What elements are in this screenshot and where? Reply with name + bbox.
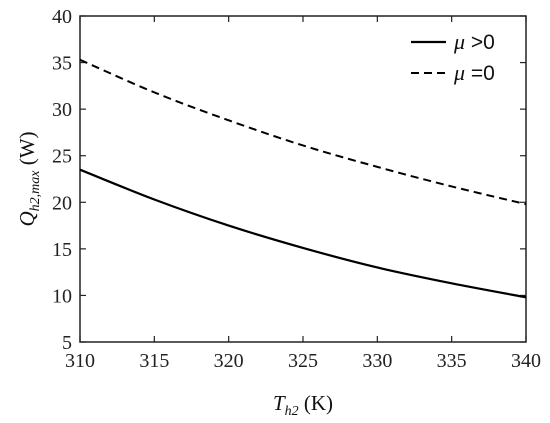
y-axis-ticks: 5 10 15 20 25 30 35 40 — [52, 6, 526, 354]
y-tick-label: 10 — [52, 285, 72, 307]
series-line-mu-zero — [79, 58, 527, 206]
y-tick-label: 35 — [52, 53, 72, 75]
y-tick-label: 40 — [52, 6, 72, 28]
x-tick-label: 335 — [437, 350, 467, 372]
x-tick-label: 340 — [511, 350, 541, 372]
y-tick-label: 30 — [52, 99, 72, 121]
y-tick-label: 20 — [52, 192, 72, 214]
y-axis-title: Qh2,max (W) — [15, 131, 43, 226]
y-tick-label: 15 — [52, 239, 72, 261]
legend-label-mu-zero: μ =0 — [453, 60, 495, 85]
x-tick-label: 315 — [139, 350, 169, 372]
x-tick-label: 330 — [362, 350, 392, 372]
legend: μ >0 μ =0 — [411, 29, 495, 85]
x-axis-ticks: 310 315 320 325 330 335 340 — [65, 16, 541, 372]
x-axis-title: Th2 (K) — [273, 391, 333, 419]
y-tick-label: 25 — [52, 146, 72, 168]
y-tick-label: 5 — [62, 332, 72, 354]
x-tick-label: 320 — [214, 350, 244, 372]
series-line-mu-positive — [79, 168, 527, 299]
x-tick-label: 310 — [65, 350, 95, 372]
legend-label-mu-positive: μ >0 — [453, 29, 495, 54]
series-layer — [79, 58, 527, 299]
x-tick-label: 325 — [288, 350, 318, 372]
